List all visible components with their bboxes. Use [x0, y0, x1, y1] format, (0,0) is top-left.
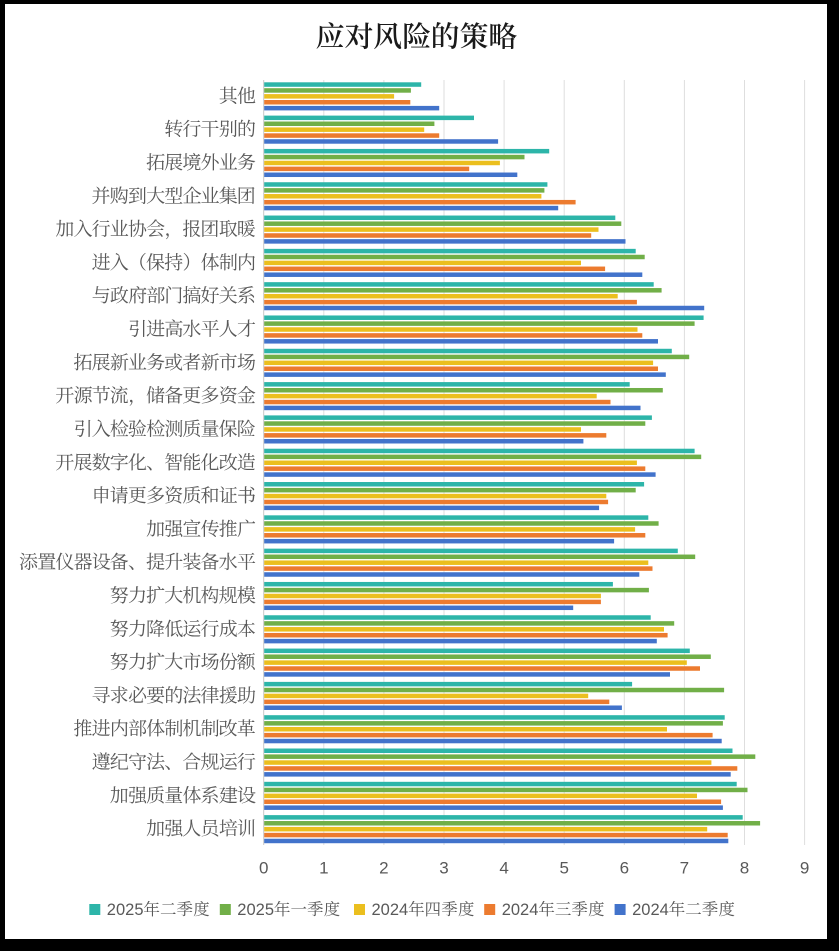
svg-text:8: 8 [740, 859, 749, 878]
svg-text:拓展新业务或者新市场: 拓展新业务或者新市场 [73, 348, 255, 375]
svg-text:引入检验检测质量保险: 引入检验检测质量保险 [73, 415, 255, 442]
svg-text:2024年四季度: 2024年四季度 [372, 900, 475, 919]
svg-text:努力降低运行成本: 努力降低运行成本 [110, 614, 256, 641]
svg-text:6: 6 [620, 859, 629, 878]
svg-text:其他: 其他 [219, 81, 256, 108]
svg-text:遵纪守法、合规运行: 遵纪守法、合规运行 [92, 748, 256, 775]
svg-text:加强人员培训: 加强人员培训 [146, 814, 255, 841]
svg-text:2024年三季度: 2024年三季度 [502, 900, 605, 919]
svg-text:3: 3 [439, 859, 448, 878]
svg-text:努力扩大机构规模: 努力扩大机构规模 [110, 581, 256, 608]
svg-text:添置仪器设备、提升装备水平: 添置仪器设备、提升装备水平 [19, 548, 256, 575]
svg-text:4: 4 [499, 859, 508, 878]
svg-text:并购到大型企业集团: 并购到大型企业集团 [92, 181, 255, 208]
svg-text:0: 0 [259, 859, 268, 878]
svg-text:2025年一季度: 2025年一季度 [237, 900, 340, 919]
svg-text:申请更多资质和证书: 申请更多资质和证书 [92, 481, 256, 508]
svg-text:加入行业协会，报团取暖: 加入行业协会，报团取暖 [55, 215, 256, 242]
svg-text:应对风险的策略: 应对风险的策略 [316, 15, 518, 56]
svg-text:2: 2 [379, 859, 388, 878]
svg-text:引进高水平人才: 引进高水平人才 [128, 315, 256, 342]
svg-text:寻求必要的法律援助: 寻求必要的法律援助 [92, 681, 256, 708]
svg-text:与政府部门搞好关系: 与政府部门搞好关系 [92, 281, 255, 308]
svg-text:2025年二季度: 2025年二季度 [107, 900, 210, 919]
svg-text:2024年二季度: 2024年二季度 [632, 900, 735, 919]
svg-text:开展数字化、智能化改造: 开展数字化、智能化改造 [55, 448, 256, 475]
svg-text:加强质量体系建设: 加强质量体系建设 [110, 781, 256, 808]
svg-text:推进内部体制机制改革: 推进内部体制机制改革 [73, 714, 255, 741]
svg-text:进入（保持）体制内: 进入（保持）体制内 [92, 248, 255, 275]
svg-text:拓展境外业务: 拓展境外业务 [146, 148, 256, 175]
svg-text:转行干别的: 转行干别的 [164, 115, 256, 142]
svg-text:7: 7 [680, 859, 689, 878]
svg-text:开源节流，储备更多资金: 开源节流，储备更多资金 [55, 381, 256, 408]
svg-text:加强宣传推广: 加强宣传推广 [146, 514, 256, 541]
svg-text:9: 9 [800, 859, 809, 878]
svg-text:努力扩大市场份额: 努力扩大市场份额 [110, 648, 256, 675]
svg-text:5: 5 [559, 859, 568, 878]
svg-text:1: 1 [319, 859, 328, 878]
